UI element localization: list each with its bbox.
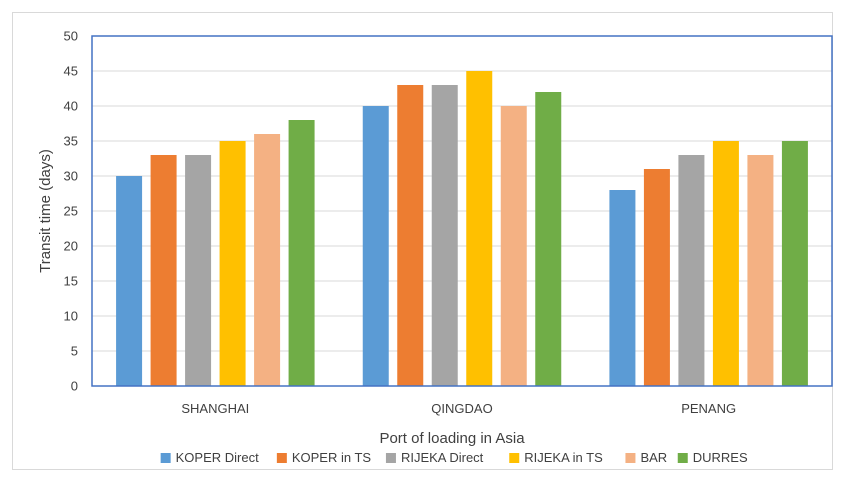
legend-label-koper-in-ts: KOPER in TS — [292, 450, 372, 465]
bar-koper-direct-qingdao — [362, 106, 389, 386]
bar-rijeka-in-ts-penang — [712, 141, 739, 386]
y-tick-label: 10 — [64, 309, 78, 324]
y-tick-label: 20 — [64, 239, 78, 254]
legend-swatch-koper-direct — [160, 453, 171, 463]
legend-swatch-durres — [677, 453, 688, 463]
x-tick-label: PENANG — [681, 401, 736, 416]
bar-layer — [116, 71, 808, 386]
y-tick-label: 45 — [64, 64, 78, 79]
legend-swatch-rijeka-direct — [385, 453, 396, 463]
x-axis-title: Port of loading in Asia — [379, 430, 525, 447]
legend-label-rijeka-direct: RIJEKA Direct — [401, 450, 484, 465]
legend: KOPER Direct KOPER in TS RIJEKA Direct RIJE… — [160, 450, 748, 465]
bar-koper-in-ts-qingdao — [397, 85, 424, 386]
bar-bar-penang — [747, 155, 774, 386]
bar-rijeka-in-ts-qingdao — [466, 71, 493, 386]
y-tick-label: 50 — [64, 29, 78, 44]
bar-koper-direct-shanghai — [116, 176, 143, 386]
bar-bar-qingdao — [500, 106, 527, 386]
y-tick-label: 0 — [71, 379, 78, 394]
x-tick-label: SHANGHAI — [181, 401, 249, 416]
bar-durres-qingdao — [535, 92, 562, 386]
x-tick-label: QINGDAO — [431, 401, 492, 416]
bar-koper-direct-penang — [609, 190, 636, 386]
legend-swatch-bar — [625, 453, 636, 463]
legend-swatch-rijeka-in-ts — [509, 453, 520, 463]
bar-koper-in-ts-shanghai — [150, 155, 177, 386]
bar-rijeka-direct-qingdao — [431, 85, 458, 386]
bar-rijeka-in-ts-shanghai — [219, 141, 246, 386]
y-tick-label: 30 — [64, 169, 78, 184]
y-axis-title: Transit time (days) — [37, 149, 54, 273]
plot-area-border — [91, 35, 833, 387]
bar-bar-shanghai — [254, 134, 281, 386]
bar-durres-shanghai — [288, 120, 315, 386]
legend-label-durres: DURRES — [693, 450, 748, 465]
legend-label-bar: BAR — [640, 450, 667, 465]
y-tick-label: 5 — [71, 344, 78, 359]
legend-swatch-koper-in-ts — [276, 453, 287, 463]
y-tick-label: 15 — [64, 274, 78, 289]
bar-rijeka-direct-penang — [678, 155, 705, 386]
y-tick-label: 25 — [64, 204, 78, 219]
y-tick-label: 35 — [64, 134, 78, 149]
bar-durres-penang — [781, 141, 808, 386]
bar-koper-in-ts-penang — [643, 169, 670, 386]
y-tick-labels: 0 5 10 15 20 25 30 35 40 45 50 — [64, 29, 78, 394]
legend-label-rijeka-in-ts: RIJEKA in TS — [524, 450, 603, 465]
x-tick-labels: SHANGHAI QINGDAO PENANG — [181, 401, 736, 416]
y-tick-label: 40 — [64, 99, 78, 114]
legend-label-koper-direct: KOPER Direct — [176, 450, 259, 465]
bar-rijeka-direct-shanghai — [185, 155, 212, 386]
